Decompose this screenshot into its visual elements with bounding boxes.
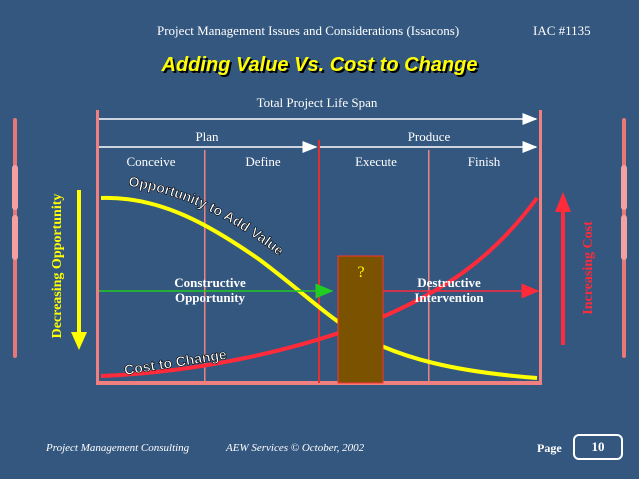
destructive-label-line2: Intervention (414, 290, 484, 305)
phase-produce-label: Produce (408, 129, 451, 144)
header-title: Project Management Issues and Considerat… (157, 23, 460, 38)
page-number: 10 (591, 439, 605, 454)
left-axis-arrowhead (71, 332, 87, 350)
life-span-label: Total Project Life Span (257, 95, 378, 110)
subphase-define-label: Define (245, 154, 281, 169)
subphase-finish-label: Finish (468, 154, 501, 169)
diagram-frame (96, 110, 542, 385)
opportunity-curve (100, 195, 538, 380)
right-axis-arrowhead (555, 192, 571, 212)
page-number-box: 10 (573, 434, 623, 460)
header-code: IAC #1135 (533, 23, 591, 38)
subphase-conceive-label: Conceive (126, 154, 175, 169)
destructive-label-line1: Destructive (417, 275, 481, 290)
left-axis-label: Decreasing Opportunity (50, 194, 65, 339)
cost-curve-label: Cost to Change (123, 346, 228, 378)
right-axis-label: Increasing Cost (581, 221, 596, 315)
page-label: Page (537, 441, 562, 455)
constructive-label-line1: Constructive (174, 275, 246, 290)
opportunity-curve-label: Opportunity to Add Value (128, 173, 288, 259)
question-box (337, 255, 384, 384)
decor-right-bars (621, 118, 627, 358)
phase-plan-label: Plan (195, 129, 219, 144)
opportunity-curve-label-text: Opportunity to Add Value (127, 173, 287, 259)
decor-left-bars (12, 118, 18, 358)
question-box-label: ? (357, 264, 364, 281)
constructive-label-line2: Opportunity (175, 290, 246, 305)
subphase-execute-label: Execute (355, 154, 397, 169)
footer-company: Project Management Consulting (46, 442, 190, 454)
slide-title: Adding Value Vs. Cost to Change (161, 54, 478, 76)
footer-copyright: AEW Services © October, 2002 (226, 442, 365, 454)
